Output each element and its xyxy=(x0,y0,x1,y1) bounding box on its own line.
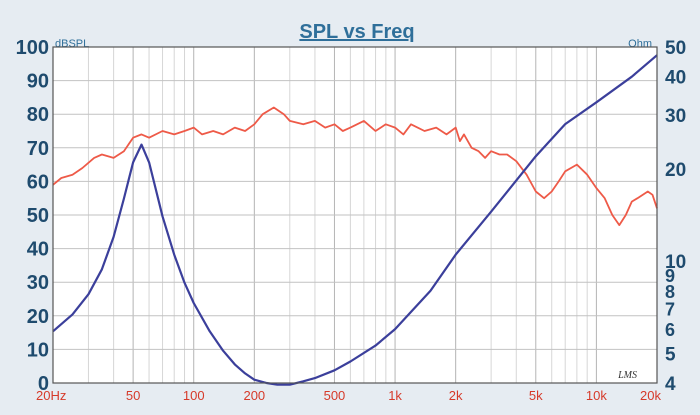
plot-area xyxy=(52,46,658,386)
right-axis-tick-label: 6 xyxy=(665,320,675,340)
x-axis-tick-label: 50 xyxy=(126,388,140,403)
right-axis-tick-label: 40 xyxy=(665,68,686,89)
x-axis-tick-label: 200 xyxy=(243,388,265,403)
left-axis-tick-label: 60 xyxy=(27,171,49,193)
lms-watermark: LMS xyxy=(617,370,637,381)
spl-curve xyxy=(52,106,658,227)
right-axis-tick-label: 4 xyxy=(665,374,676,395)
left-axis-tick-label: 80 xyxy=(27,104,49,126)
x-axis-tick-label: 100 xyxy=(183,388,205,403)
x-axis-tick-label: 10k xyxy=(586,388,607,403)
impedance-curve xyxy=(52,54,658,386)
plot-frame xyxy=(52,46,658,384)
left-axis-tick-label: 10 xyxy=(27,339,49,361)
x-axis-tick-label: 1k xyxy=(388,388,402,403)
left-axis-tick-label: 30 xyxy=(27,272,49,294)
x-axis-ticks: 20Hz 50 100 200 500 1k 2k 5k 10k 20k xyxy=(36,388,661,403)
left-axis-tick-label: 20 xyxy=(27,306,49,328)
right-axis-tick-label: 7 xyxy=(665,300,675,320)
right-axis-tick-label: 8 xyxy=(665,282,675,302)
left-axis-tick-label: 90 xyxy=(27,71,49,93)
left-axis-tick-label: 70 xyxy=(27,138,49,160)
left-axis-ticks: 0 10 20 30 40 50 60 70 80 90 100 xyxy=(16,37,49,395)
right-axis-tick-label: 9 xyxy=(665,266,675,286)
x-axis-tick-label: 2k xyxy=(449,388,463,403)
x-axis-tick-label: 20Hz xyxy=(36,388,66,403)
chart-title: SPL vs Freq xyxy=(299,21,414,43)
left-axis-tick-label: 50 xyxy=(27,205,49,227)
left-axis-tick-label: 100 xyxy=(16,37,49,59)
left-axis-tick-label: 0 xyxy=(38,373,49,395)
right-axis-tick-label: 5 xyxy=(665,344,676,365)
x-axis-tick-label: 500 xyxy=(324,388,346,403)
right-axis-tick-label: 50 xyxy=(665,38,686,59)
right-axis-tick-label: 20 xyxy=(665,160,686,181)
right-axis-tick-label: 10 xyxy=(665,252,686,273)
x-axis-tick-label: 20k xyxy=(640,388,661,403)
left-axis-tick-label: 40 xyxy=(27,239,49,261)
right-axis-tick-label: 30 xyxy=(665,106,686,127)
x-axis-tick-label: 5k xyxy=(529,388,543,403)
